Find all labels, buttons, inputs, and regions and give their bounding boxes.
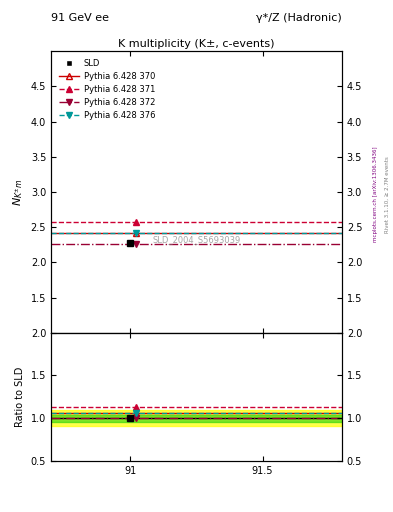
Text: mcplots.cern.ch [arXiv:1306.3436]: mcplots.cern.ch [arXiv:1306.3436]: [373, 147, 378, 242]
Y-axis label: Ratio to SLD: Ratio to SLD: [15, 367, 25, 427]
Text: 91 GeV ee: 91 GeV ee: [51, 13, 109, 23]
Bar: [51, 415, 342, 421]
Y-axis label: $N_{K^{\pm}m}$: $N_{K^{\pm}m}$: [11, 178, 25, 206]
Text: SLD_2004_S5693039: SLD_2004_S5693039: [152, 236, 241, 244]
Legend: SLD, Pythia 6.428 370, Pythia 6.428 371, Pythia 6.428 372, Pythia 6.428 376: SLD, Pythia 6.428 370, Pythia 6.428 371,…: [55, 55, 158, 124]
Text: Rivet 3.1.10, ≥ 2.7M events: Rivet 3.1.10, ≥ 2.7M events: [385, 156, 389, 233]
Text: γ*/Z (Hadronic): γ*/Z (Hadronic): [256, 13, 342, 23]
Title: K multiplicity (K±, c-events): K multiplicity (K±, c-events): [118, 39, 275, 49]
Bar: [51, 411, 342, 426]
